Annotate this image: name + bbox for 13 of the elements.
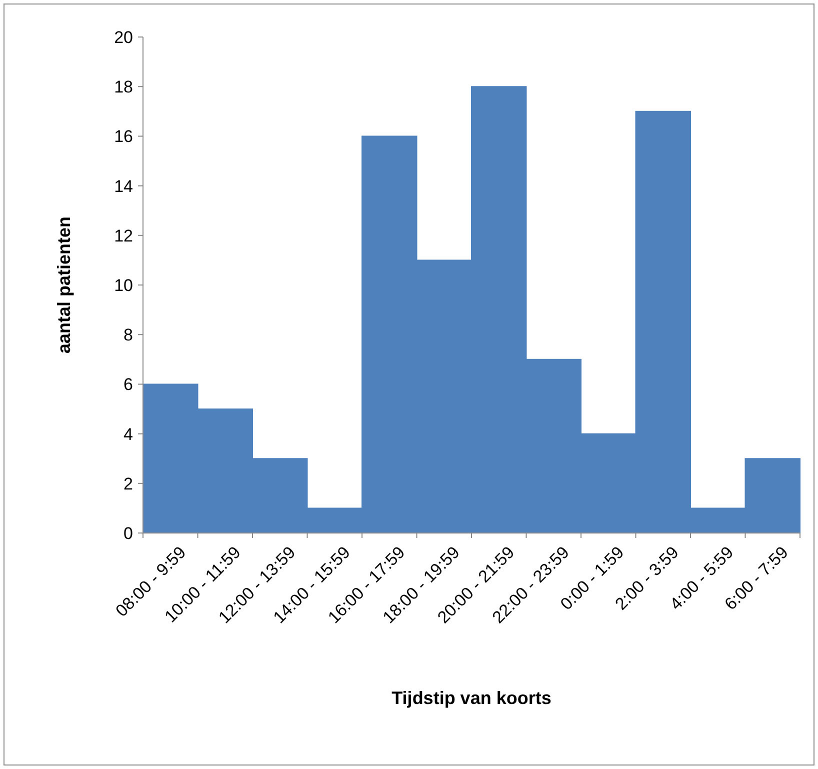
y-tick-label: 16 xyxy=(114,127,133,146)
y-tick-label: 10 xyxy=(114,276,133,295)
y-tick-label: 0 xyxy=(124,524,133,543)
y-tick-label: 8 xyxy=(124,326,133,345)
y-tick-label: 20 xyxy=(114,28,133,47)
y-axis-title: aantal patienten xyxy=(54,216,74,354)
y-tick-label: 12 xyxy=(114,226,133,246)
y-tick-label: 6 xyxy=(124,375,133,394)
x-axis-title: Tijdstip van koorts xyxy=(392,688,552,708)
y-tick-label: 18 xyxy=(114,78,133,97)
y-tick-label: 2 xyxy=(124,474,133,494)
y-tick-label: 14 xyxy=(114,176,133,196)
y-tick-label: 4 xyxy=(124,424,133,444)
